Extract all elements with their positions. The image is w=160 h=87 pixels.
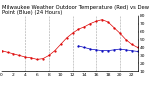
Text: Milwaukee Weather Outdoor Temperature (Red) vs Dew Point (Blue) (24 Hours): Milwaukee Weather Outdoor Temperature (R…	[2, 5, 149, 15]
